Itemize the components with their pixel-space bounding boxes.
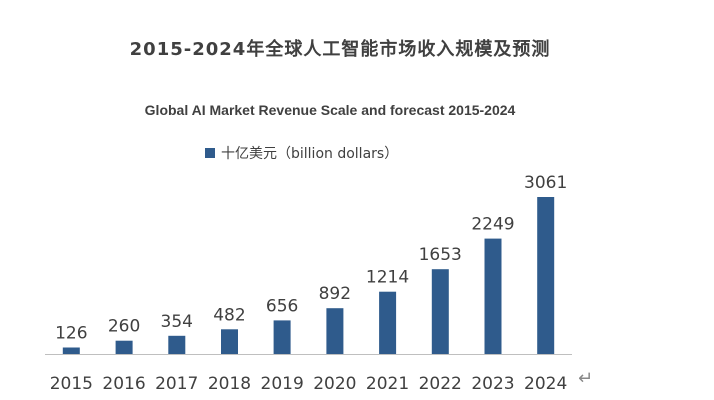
x-tick-label-2020: 2020	[313, 374, 356, 394]
bar-2016	[115, 340, 133, 354]
data-label-2022: 1653	[419, 245, 462, 265]
x-tick-label-2018: 2018	[208, 374, 251, 394]
x-tick-label-2024: 2024	[524, 374, 567, 394]
data-label-2020: 892	[319, 284, 351, 304]
x-tick-label-2016: 2016	[102, 374, 145, 394]
data-label-2016: 260	[108, 317, 140, 337]
x-tick-label-2017: 2017	[155, 374, 198, 394]
x-tick-label-2015: 2015	[50, 374, 93, 394]
data-label-2023: 2249	[471, 215, 514, 235]
bar-2021	[379, 291, 397, 354]
bar-2019	[273, 320, 291, 354]
bar-2018	[221, 329, 238, 354]
legend-label: 十亿美元（billion dollars）	[221, 146, 399, 162]
chart-subtitle: Global AI Market Revenue Scale and forec…	[144, 102, 516, 118]
data-label-2015: 126	[55, 324, 87, 344]
x-tick-label-2019: 2019	[261, 374, 304, 394]
return-arrow-icon: ↵	[578, 368, 594, 389]
bar-2015	[62, 347, 80, 354]
bar-2017	[168, 335, 186, 354]
data-label-2017: 354	[161, 312, 193, 332]
x-tick-label-2022: 2022	[419, 374, 462, 394]
legend: 十亿美元（billion dollars）	[205, 143, 398, 163]
data-label-2021: 1214	[366, 268, 409, 288]
data-label-2019: 656	[266, 296, 298, 316]
bar-2020	[326, 308, 344, 354]
chart-title: 2015-2024年全球人工智能市场收入规模及预测	[129, 39, 551, 60]
bar-2023	[484, 238, 502, 354]
legend-swatch	[205, 148, 215, 158]
bar-2024	[537, 197, 555, 354]
x-tick-label-2021: 2021	[366, 374, 409, 394]
x-tick-label-2023: 2023	[471, 374, 514, 394]
bar-2022	[431, 269, 449, 354]
data-label-2018: 482	[213, 305, 245, 325]
data-label-2024: 3061	[524, 173, 567, 193]
